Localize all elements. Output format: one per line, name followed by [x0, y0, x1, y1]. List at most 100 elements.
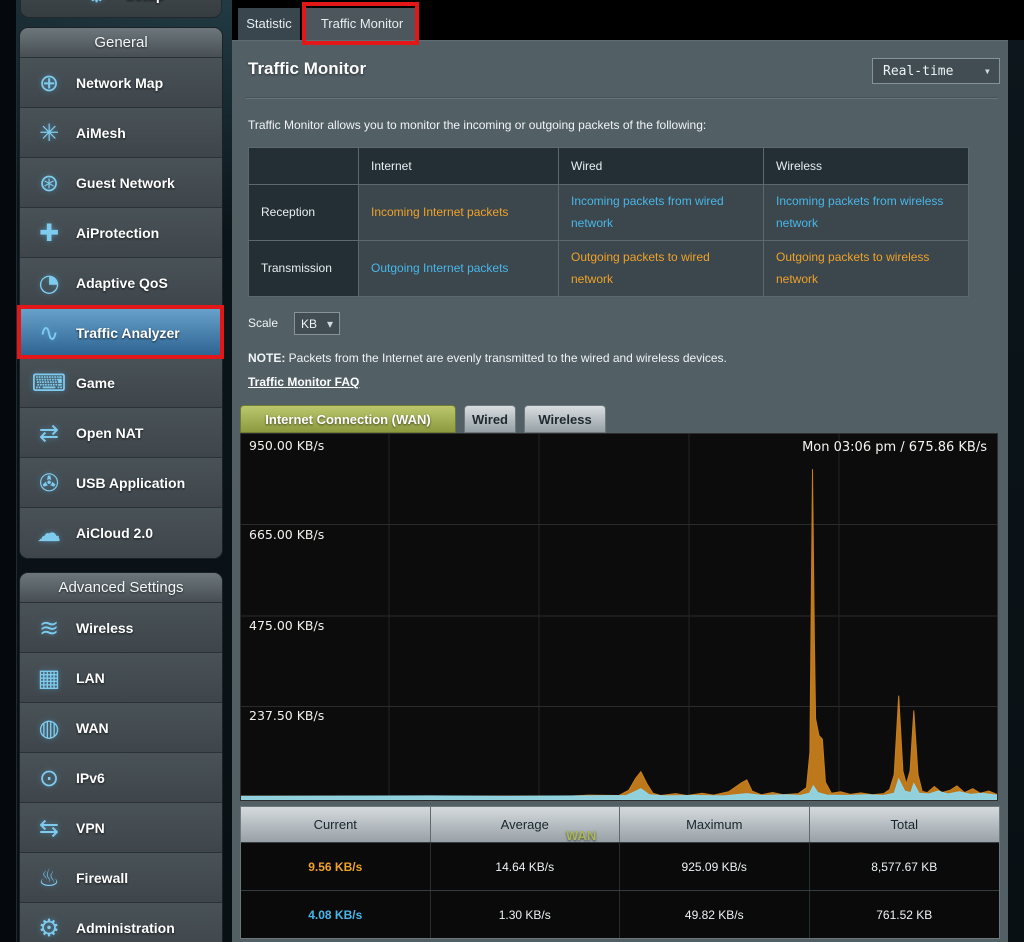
cell-transmission-wired: Outgoing packets to wired network: [559, 241, 764, 297]
stats-header-row: Current Average Maximum Total: [241, 807, 999, 842]
sidebar-item-label: AiCloud 2.0: [76, 525, 153, 541]
sidebar-item-label: Firewall: [76, 870, 128, 886]
stat-transmission-current: 4.08 KB/s: [241, 891, 431, 938]
chart-x-axis-label: WAN: [566, 828, 596, 843]
traffic-monitor-faq-link[interactable]: Traffic Monitor FAQ: [248, 375, 359, 389]
chart-timestamp-readout: Mon 03:06 pm / 675.86 KB/s: [802, 440, 987, 455]
tab-statistic[interactable]: Statistic: [238, 8, 300, 40]
chart-tab-wireless[interactable]: Wireless: [524, 405, 606, 433]
sidebar-item-wan[interactable]: ◍ WAN: [20, 703, 222, 753]
cloud-icon: ☁: [30, 519, 68, 547]
sidebar-item-guest-network[interactable]: ⊛ Guest Network: [20, 158, 222, 208]
sidebar-group-title: General: [20, 28, 222, 58]
sidebar-item-label: Traffic Analyzer: [76, 325, 180, 341]
y-tick-475: 475.00 KB/s: [249, 618, 324, 633]
sidebar-item-label: AiMesh: [76, 125, 126, 141]
cell-reception-internet: Incoming Internet packets: [359, 185, 559, 241]
sidebar-item-traffic-analyzer[interactable]: ∿ Traffic Analyzer: [20, 308, 222, 358]
sidebar-item-game[interactable]: ⌨ Game: [20, 358, 222, 408]
traffic-chart-svg: [241, 434, 997, 800]
stats-col-current: Current: [241, 807, 431, 842]
sidebar-item-aimesh[interactable]: ✳ AiMesh: [20, 108, 222, 158]
info-col-internet: Internet: [359, 148, 559, 185]
wan-globe-icon: ◍: [30, 714, 68, 742]
traffic-monitor-panel: Traffic Monitor Real-time ▾ Traffic Moni…: [232, 40, 1008, 942]
sidebar-group-title: Advanced Settings: [20, 573, 222, 603]
cell-reception-wired: Incoming packets from wired network: [559, 185, 764, 241]
stat-transmission-total: 761.52 KB: [810, 891, 1000, 938]
sidebar-item-label: Setup: [126, 0, 165, 3]
wifi-signal-icon: ≋: [30, 614, 68, 642]
sidebar-item-open-nat[interactable]: ⇄ Open NAT: [20, 408, 222, 458]
sidebar-item-label: Wireless: [76, 620, 133, 636]
shield-lock-icon: ✚: [30, 219, 68, 247]
traffic-stats-table: Current Average Maximum Total 9.56 KB/s …: [240, 806, 1000, 939]
cell-transmission-internet: Outgoing Internet packets: [359, 241, 559, 297]
top-tab-bar: Statistic Traffic Monitor: [232, 0, 1024, 40]
globe-pin-icon: ⊕: [30, 69, 68, 97]
sidebar-item-aicloud[interactable]: ☁ AiCloud 2.0: [20, 508, 222, 558]
info-col-wired: Wired: [559, 148, 764, 185]
gauge-icon: ◔: [30, 269, 68, 297]
description-text: Traffic Monitor allows you to monitor th…: [248, 118, 706, 132]
sidebar-item-label: Open NAT: [76, 425, 143, 441]
sidebar-item-label: USB Application: [76, 475, 185, 491]
period-select-value: Real-time: [883, 64, 953, 79]
sidebar-item-label: LAN: [76, 670, 105, 686]
sidebar-item-usb-application[interactable]: ✇ USB Application: [20, 458, 222, 508]
note-label: NOTE:: [248, 351, 285, 365]
info-col-blank: [249, 148, 359, 185]
chevron-down-icon: ▾: [327, 317, 333, 331]
sidebar-item-vpn[interactable]: ⇆ VPN: [20, 803, 222, 853]
stat-transmission-maximum: 49.82 KB/s: [620, 891, 810, 938]
chart-tab-wired[interactable]: Wired: [464, 405, 516, 433]
page-title: Traffic Monitor: [248, 59, 366, 79]
waveform-icon: ∿: [30, 319, 68, 347]
vpn-monitor-icon: ⇆: [30, 814, 68, 842]
sidebar-item-lan[interactable]: ▦ LAN: [20, 653, 222, 703]
usb-drive-icon: ✇: [30, 469, 68, 497]
guest-globe-icon: ⊛: [30, 169, 68, 197]
gear-icon: ⚙: [78, 0, 116, 7]
gamepad-icon: ⌨: [30, 369, 68, 397]
sidebar-item-aiprotection[interactable]: ✚ AiProtection: [20, 208, 222, 258]
sidebar-item-firewall[interactable]: ♨ Firewall: [20, 853, 222, 903]
nat-arrows-icon: ⇄: [30, 419, 68, 447]
sidebar-item-label: IPv6: [76, 770, 105, 786]
sidebar-item-label: VPN: [76, 820, 105, 836]
mesh-atom-icon: ✳: [30, 119, 68, 147]
sidebar-item-label: WAN: [76, 720, 109, 736]
period-select[interactable]: Real-time ▾: [872, 58, 1000, 84]
chart-tab-wan[interactable]: Internet Connection (WAN): [240, 405, 456, 433]
scale-select[interactable]: KB ▾: [294, 312, 340, 335]
sidebar-item-administration[interactable]: ⚙ Administration: [20, 903, 222, 942]
cell-reception-wireless: Incoming packets from wireless network: [764, 185, 969, 241]
sidebar-group-advanced: Advanced Settings ≋ Wireless ▦ LAN ◍ WAN…: [20, 573, 222, 942]
row-header-reception: Reception: [249, 185, 359, 241]
stat-transmission-average: 1.30 KB/s: [431, 891, 621, 938]
stat-reception-current: 9.56 KB/s: [241, 843, 431, 890]
stat-reception-total: 8,577.67 KB: [810, 843, 1000, 890]
tab-traffic-monitor[interactable]: Traffic Monitor: [306, 8, 418, 40]
title-divider: [246, 97, 998, 99]
sidebar-item-adaptive-qos[interactable]: ◔ Adaptive QoS: [20, 258, 222, 308]
scale-select-value: KB: [301, 317, 317, 331]
scale-label: Scale: [248, 316, 278, 330]
y-tick-665: 665.00 KB/s: [249, 527, 324, 542]
sidebar-item-label: Game: [76, 375, 115, 391]
sidebar-item-label: Adaptive QoS: [76, 275, 168, 291]
lan-port-icon: ▦: [30, 664, 68, 692]
sidebar-item-wireless[interactable]: ≋ Wireless: [20, 603, 222, 653]
sidebar-item-network-map[interactable]: ⊕ Network Map: [20, 58, 222, 108]
sidebar-item-setup[interactable]: ⚙ Setup: [20, 0, 222, 18]
sidebar-item-label: AiProtection: [76, 225, 159, 241]
table-row-transmission: Transmission Outgoing Internet packets O…: [249, 241, 969, 297]
y-tick-950: 950.00 KB/s: [249, 438, 324, 453]
sidebar-item-ipv6[interactable]: ⊙ IPv6: [20, 753, 222, 803]
sidebar-item-label: Network Map: [76, 75, 163, 91]
packet-info-table: Internet Wired Wireless Reception Incomi…: [248, 147, 969, 297]
sidebar-item-label: Administration: [76, 920, 175, 936]
note-text: NOTE: Packets from the Internet are even…: [248, 351, 727, 365]
gear-icon: ⚙: [30, 914, 68, 942]
note-body: Packets from the Internet are evenly tra…: [285, 351, 727, 365]
